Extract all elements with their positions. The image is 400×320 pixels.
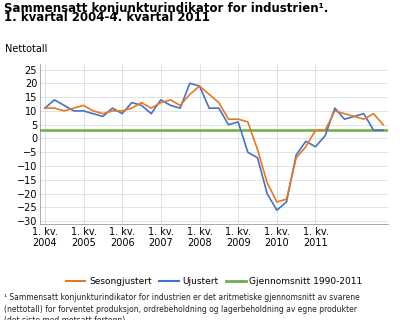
Text: 1. kvartal 2004-4. kvartal 2011: 1. kvartal 2004-4. kvartal 2011 (4, 11, 210, 24)
Text: Sammensatt konjunkturindikator for industrien¹.: Sammensatt konjunkturindikator for indus… (4, 2, 328, 15)
Text: ¹ Sammensatt konjunkturindikator for industrien er det aritmetiske gjennomsnitt : ¹ Sammensatt konjunkturindikator for ind… (4, 293, 360, 320)
Text: Nettotall: Nettotall (5, 44, 48, 54)
Legend: Sesongjustert, Ujustert, Gjennomsnitt 1990-2011: Sesongjustert, Ujustert, Gjennomsnitt 19… (62, 273, 366, 290)
